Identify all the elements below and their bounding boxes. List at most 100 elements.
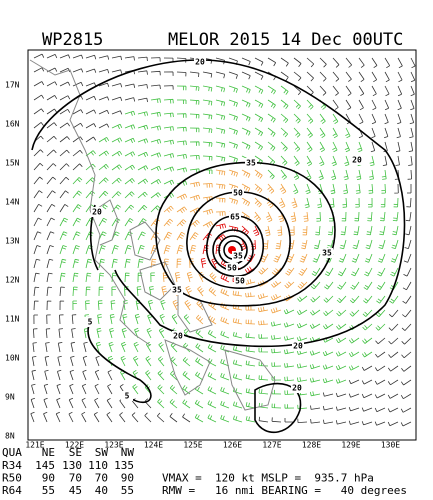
- wind-barb: [384, 85, 390, 97]
- wind-barb: [98, 123, 110, 129]
- wind-barb: [375, 337, 386, 345]
- wind-barb: [245, 346, 256, 353]
- wind-barb: [397, 113, 402, 125]
- wind-barb: [109, 314, 115, 325]
- wind-barb: [32, 342, 37, 353]
- wind-barb: [183, 314, 191, 325]
- contour-label: 20: [292, 384, 302, 393]
- wind-barb: [306, 71, 314, 82]
- wind-barb: [271, 348, 282, 354]
- wind-barb: [33, 245, 41, 255]
- wind-barb: [163, 205, 174, 213]
- wind-barb: [327, 225, 334, 236]
- wind-barb: [110, 300, 116, 311]
- wind-barb: [157, 384, 165, 395]
- wind-barb: [145, 370, 152, 381]
- wind-barb: [397, 57, 403, 69]
- wind-barb: [271, 267, 282, 276]
- wind-barb: [284, 418, 294, 423]
- wind-barb: [185, 285, 192, 297]
- wind-barb: [258, 306, 269, 313]
- wind-barb: [31, 369, 36, 381]
- wind-barb: [393, 197, 399, 208]
- wind-barb: [297, 418, 308, 423]
- wind-barb: [95, 341, 102, 353]
- wind-barb: [374, 365, 386, 372]
- wind-barb: [33, 53, 45, 59]
- wind-barb: [322, 364, 334, 370]
- wind-barb: [309, 363, 321, 370]
- wind-barb: [46, 122, 57, 129]
- wind-barb: [186, 271, 193, 283]
- wind-barb: [189, 244, 197, 255]
- wind-barb: [176, 206, 188, 214]
- wind-barb: [197, 286, 204, 297]
- wind-barb: [278, 211, 285, 223]
- wind-barb: [156, 412, 165, 423]
- contour-label: 20: [195, 58, 205, 67]
- wind-barb: [124, 164, 136, 171]
- wind-barb: [400, 393, 412, 400]
- wind-barb: [46, 217, 55, 227]
- lon-label: 129E: [341, 441, 360, 450]
- wind-barb: [337, 281, 347, 290]
- wind-barb: [232, 373, 243, 381]
- wind-barb: [30, 397, 36, 409]
- wind-barb: [380, 197, 386, 208]
- wind-barb: [351, 253, 360, 263]
- wind-barb: [163, 218, 174, 227]
- wind-barb: [345, 127, 351, 139]
- wind-barb: [215, 197, 226, 203]
- lat-label: 14N: [5, 198, 20, 207]
- wind-barb: [137, 70, 148, 75]
- wind-barb: [354, 211, 360, 222]
- wind-barb: [310, 391, 321, 397]
- wind-barb: [353, 225, 360, 236]
- wind-barb: [111, 191, 122, 199]
- wind-barb: [391, 239, 399, 249]
- wind-barb: [137, 138, 149, 144]
- wind-barb: [202, 183, 213, 188]
- wind-barb: [370, 141, 376, 153]
- wind-barb: [384, 99, 390, 111]
- wind-barb: [285, 267, 295, 276]
- wind-barb: [254, 127, 264, 137]
- wind-barb: [157, 370, 165, 381]
- wind-barb: [410, 99, 415, 111]
- table-cell: 110: [88, 459, 108, 472]
- wind-barb: [322, 378, 334, 384]
- wind-barb: [94, 397, 100, 409]
- wind-barb: [57, 355, 62, 367]
- wind-barb: [290, 211, 297, 222]
- wind-barb: [267, 85, 276, 95]
- contour-label-bg: [292, 341, 304, 351]
- wind-barb: [297, 377, 308, 382]
- wind-barb: [107, 383, 113, 395]
- table-cell: R50: [2, 472, 22, 485]
- wind-barb: [158, 327, 165, 339]
- wind-barb: [374, 393, 386, 399]
- wind-barb: [271, 335, 282, 340]
- wind-barb: [124, 56, 135, 61]
- wind-barb: [85, 109, 97, 115]
- wind-barb: [228, 169, 238, 177]
- wind-barb: [215, 99, 226, 107]
- wind-barb: [402, 309, 412, 318]
- wind-barb: [384, 57, 391, 69]
- wind-barb: [407, 169, 412, 180]
- wind-barb: [220, 330, 230, 339]
- wind-barb: [348, 351, 360, 358]
- wind-barb: [150, 70, 161, 76]
- wind-barb: [189, 181, 200, 188]
- wind-barb: [33, 272, 40, 283]
- wind-barb: [82, 355, 88, 367]
- wind-barb: [335, 392, 347, 398]
- wind-barb: [364, 267, 373, 277]
- wind-barb: [331, 169, 337, 181]
- wind-barb: [293, 183, 299, 195]
- wind-barb: [254, 183, 263, 194]
- wind-barb: [72, 149, 83, 157]
- wind-barb: [332, 85, 339, 96]
- wind-barb: [345, 99, 352, 111]
- wind-barb: [144, 412, 152, 423]
